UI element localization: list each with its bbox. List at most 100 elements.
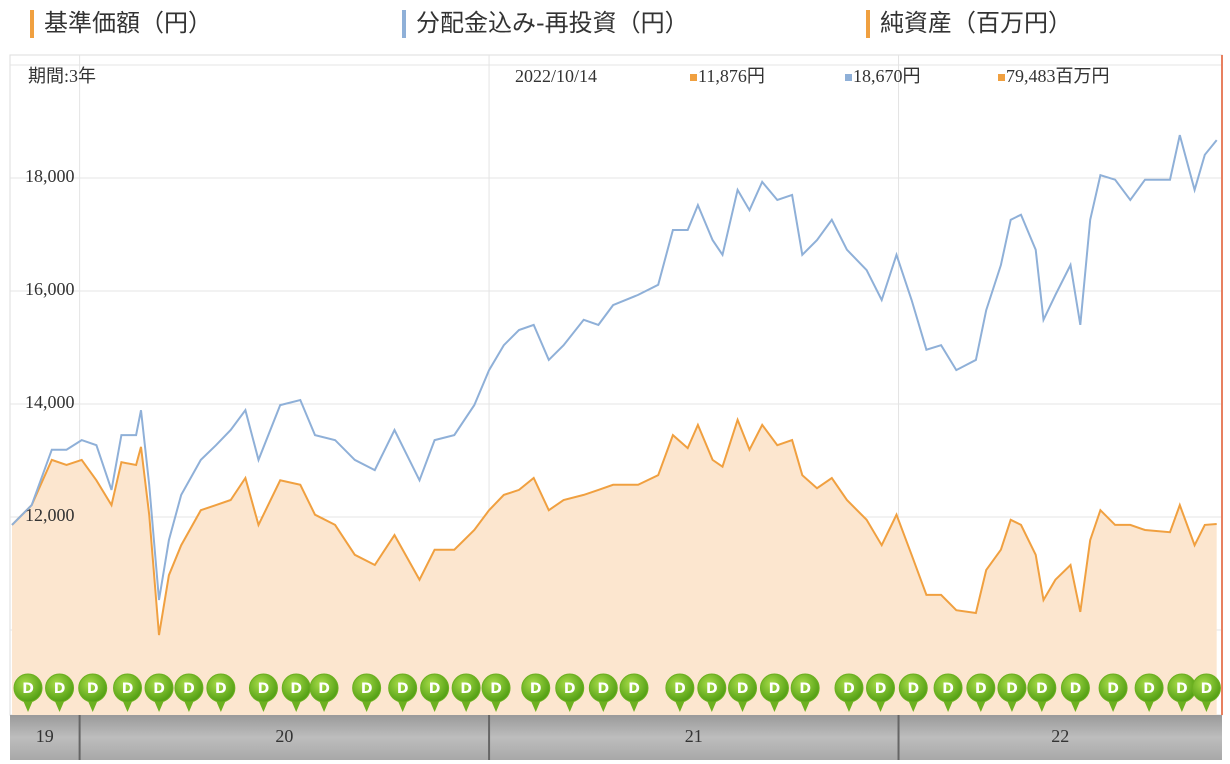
dividend-marker: D (1191, 673, 1221, 712)
dividend-dot (113, 673, 143, 703)
dividend-label: D (875, 681, 887, 697)
dividend-marker: D (113, 673, 143, 712)
latest-value: 11,876円 (698, 66, 765, 86)
dividend-label: D (769, 681, 781, 697)
legend-swatch (866, 10, 870, 38)
latest-swatch (690, 74, 697, 81)
dividend-dot (248, 673, 278, 703)
dividend-dot (933, 673, 963, 703)
dividend-dot (388, 673, 418, 703)
dividend-marker: D (174, 673, 204, 712)
dividend-marker: D (451, 673, 481, 712)
dividend-label: D (1036, 681, 1048, 697)
dividend-label: D (429, 681, 441, 697)
legend-label: 基準価額（円） (44, 9, 212, 37)
series-line (11, 134, 1218, 601)
dividend-marker: D (966, 673, 996, 712)
dividend-label: D (975, 681, 987, 697)
dividend-marker: D (352, 673, 382, 712)
y-tick-label: 16,000 (25, 279, 75, 299)
dividend-label: D (290, 681, 302, 697)
dividend-marker: D (281, 673, 311, 712)
dividend-marker: D (521, 673, 551, 712)
dividend-dot (555, 673, 585, 703)
dividend-label: D (1107, 681, 1119, 697)
dividend-label: D (122, 681, 134, 697)
dividend-dot (45, 673, 75, 703)
dividend-label: D (1006, 681, 1018, 697)
dividend-marker: D (1134, 673, 1164, 712)
series-line (11, 416, 1217, 636)
dividend-marker: D (555, 673, 585, 712)
dividend-dot (481, 673, 511, 703)
series-area (12, 419, 1217, 715)
latest-value: 79,483百万円 (1006, 66, 1110, 86)
y-tick-label: 12,000 (25, 505, 75, 525)
dividend-marker: D (619, 673, 649, 712)
x-tick-label: 22 (1051, 726, 1069, 746)
latest-swatch (998, 74, 1005, 81)
dividend-dot (451, 673, 481, 703)
dividend-label: D (706, 681, 718, 697)
x-axis-band (10, 715, 1222, 760)
dividend-marker: D (78, 673, 108, 712)
dividend-label: D (1143, 681, 1155, 697)
dividend-marker: D (144, 673, 174, 712)
dividend-label: D (674, 681, 686, 697)
legend-swatch (402, 10, 406, 38)
dividend-marker: D (206, 673, 236, 712)
dividend-marker: D (309, 673, 339, 712)
dividend-dot (1098, 673, 1128, 703)
legend-label: 分配金込み-再投資（円） (416, 9, 689, 37)
dividend-label: D (628, 681, 640, 697)
dividend-dot (966, 673, 996, 703)
dividend-marker: D (697, 673, 727, 712)
x-tick-label: 19 (36, 726, 54, 746)
dividend-marker: D (45, 673, 75, 712)
dividend-marker: D (898, 673, 928, 712)
dividend-marker: D (388, 673, 418, 712)
legend-label: 純資産（百万円） (880, 9, 1072, 37)
dividend-marker: D (834, 673, 864, 712)
y-tick-label: 18,000 (25, 166, 75, 186)
latest-date: 2022/10/14 (515, 66, 597, 86)
dividend-label: D (1201, 681, 1213, 697)
dividend-marker: D (790, 673, 820, 712)
dividend-dot (834, 673, 864, 703)
dividend-dot (898, 673, 928, 703)
period-label: 期間:3年 (28, 66, 96, 86)
dividend-marker: D (1060, 673, 1090, 712)
dividend-dot (697, 673, 727, 703)
dividend-marker: D (728, 673, 758, 712)
dividend-dot (1134, 673, 1164, 703)
dividend-marker: D (665, 673, 695, 712)
dividend-label: D (460, 681, 472, 697)
dividend-dot (1060, 673, 1090, 703)
latest-swatch (845, 74, 852, 81)
dividend-marker: D (13, 673, 43, 712)
x-tick-label: 20 (275, 726, 293, 746)
dividend-label: D (153, 681, 165, 697)
dividend-label: D (597, 681, 609, 697)
dividend-marker: D (866, 673, 896, 712)
dividend-label: D (22, 681, 34, 697)
dividend-marker: D (588, 673, 618, 712)
x-tick-label: 21 (685, 726, 703, 746)
dividend-dot (588, 673, 618, 703)
dividend-label: D (942, 681, 954, 697)
dividend-label: D (87, 681, 99, 697)
dividend-dot (309, 673, 339, 703)
dividend-dot (521, 673, 551, 703)
dividend-marker: D (248, 673, 278, 712)
dividend-label: D (54, 681, 66, 697)
dividend-marker: D (997, 673, 1027, 712)
dividend-label: D (318, 681, 330, 697)
dividend-label: D (907, 681, 919, 697)
dividend-dot (78, 673, 108, 703)
dividend-dot (728, 673, 758, 703)
dividend-label: D (799, 681, 811, 697)
dividend-label: D (258, 681, 270, 697)
dividend-label: D (183, 681, 195, 697)
dividend-dot (619, 673, 649, 703)
